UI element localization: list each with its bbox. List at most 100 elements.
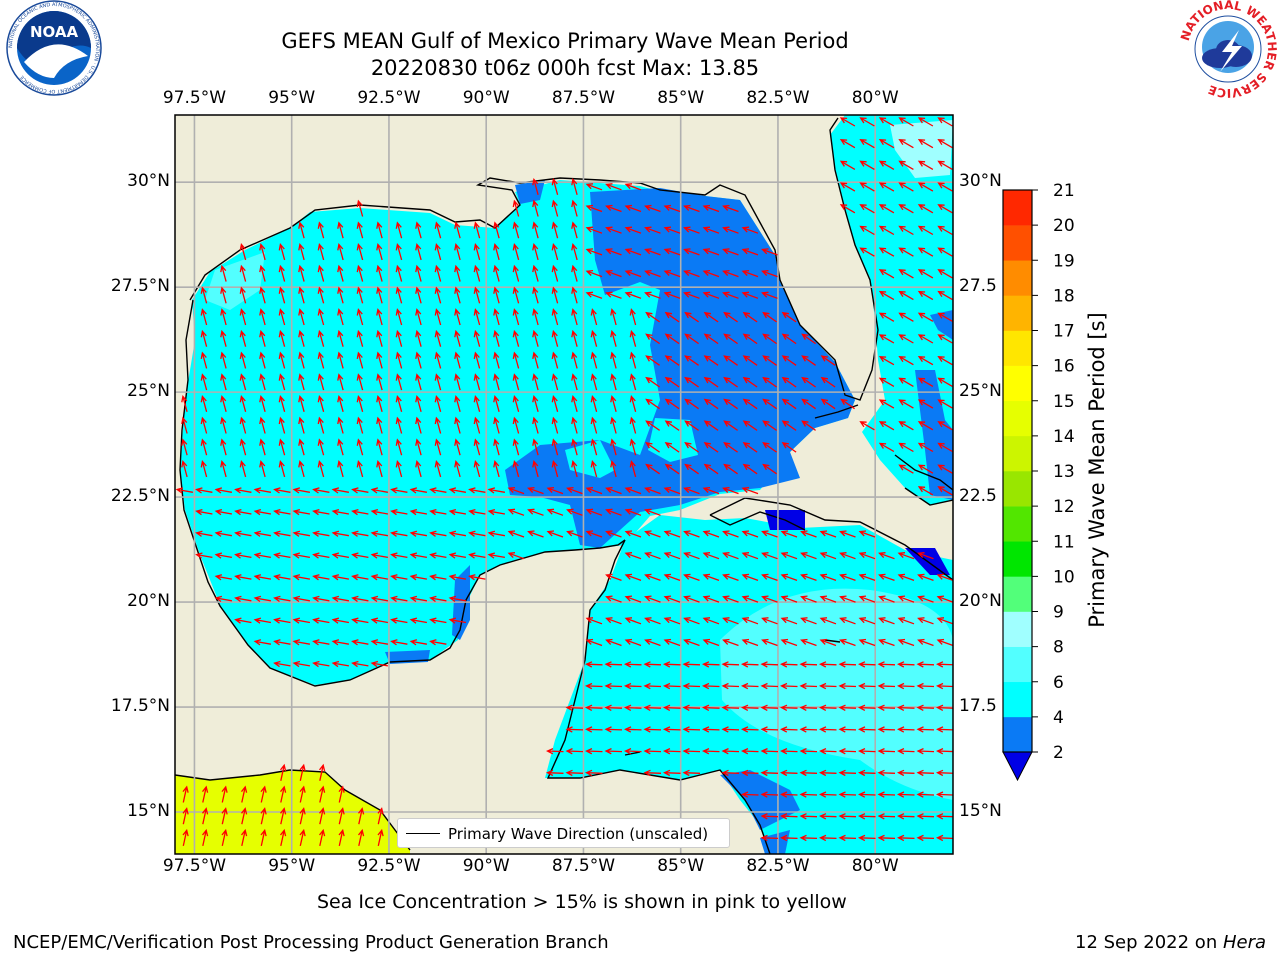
wave-arrow xyxy=(663,486,681,495)
wave-arrow xyxy=(917,182,934,192)
wave-arrow xyxy=(298,438,305,456)
wave-arrow xyxy=(253,508,272,516)
wave-arrow xyxy=(937,160,953,170)
wave-arrow xyxy=(917,595,934,603)
wave-arrow xyxy=(493,308,500,326)
wave-arrow xyxy=(331,487,350,494)
wave-arrow xyxy=(916,704,935,711)
wave-arrow xyxy=(390,617,408,624)
wave-arrow xyxy=(878,355,895,366)
wave-arrow xyxy=(473,243,481,261)
wave-arrow xyxy=(551,351,559,369)
lon-tick-label: 95°W xyxy=(268,88,316,108)
wave-arrow xyxy=(624,748,642,755)
wave-arrow xyxy=(742,398,758,410)
lon-tick-label: 97.5°W xyxy=(162,88,227,108)
wave-arrow xyxy=(663,682,681,690)
wave-arrow xyxy=(507,530,525,538)
wave-arrow xyxy=(897,617,915,625)
wave-arrow xyxy=(273,552,291,559)
wave-arrow xyxy=(877,813,896,820)
wave-arrow xyxy=(337,416,344,434)
wave-arrow xyxy=(858,813,876,820)
wave-arrow xyxy=(318,763,326,781)
wave-arrow xyxy=(937,486,953,496)
wave-arrow xyxy=(819,704,837,711)
wave-arrow xyxy=(454,286,461,304)
wave-arrow xyxy=(684,463,699,475)
wave-arrow xyxy=(409,487,428,494)
wave-arrow xyxy=(898,160,914,170)
wave-arrow xyxy=(220,264,227,282)
wave-arrow xyxy=(937,355,953,366)
wave-arrow xyxy=(234,552,252,559)
wave-arrow xyxy=(448,552,467,559)
wave-arrow xyxy=(571,394,578,412)
wave-arrow xyxy=(741,661,759,668)
wave-arrow xyxy=(819,595,837,603)
wave-arrow xyxy=(434,243,442,261)
wave-arrow xyxy=(239,460,247,478)
lat-tick-label: 20°N xyxy=(127,591,170,612)
wave-arrow xyxy=(644,204,661,213)
wave-arrow xyxy=(838,813,857,820)
wave-arrow xyxy=(200,460,208,478)
wave-arrow xyxy=(200,308,208,326)
wave-arrow xyxy=(527,508,544,516)
lon-tick-label: 85°W xyxy=(657,88,705,108)
wave-arrow xyxy=(644,617,661,625)
wave-arrow xyxy=(761,248,778,256)
wave-arrow xyxy=(839,204,856,214)
lat-tick-label: 22.5°N xyxy=(110,486,170,507)
wave-arrow xyxy=(565,726,584,733)
wave-arrow xyxy=(409,508,428,516)
wave-arrow xyxy=(415,286,422,304)
wave-arrow xyxy=(532,243,539,261)
wave-arrow xyxy=(643,769,662,777)
wave-arrow xyxy=(663,638,681,647)
wave-arrow xyxy=(878,552,895,560)
wave-arrow xyxy=(409,617,428,624)
wave-arrow xyxy=(838,726,857,733)
wave-arrow xyxy=(916,769,935,777)
wave-arrow xyxy=(370,508,389,516)
wave-arrow xyxy=(585,748,603,755)
wave-arrow xyxy=(318,785,326,803)
wave-period-field xyxy=(175,115,953,854)
lon-tick-label: 82.5°W xyxy=(746,856,810,876)
wave-arrow xyxy=(761,617,778,625)
wave-arrow xyxy=(610,394,617,412)
wave-arrow xyxy=(937,377,953,387)
wave-arrow xyxy=(605,248,622,256)
credit-left: NCEP/EMC/Verification Post Processing Pr… xyxy=(13,932,609,953)
wave-arrow xyxy=(664,463,680,475)
wave-arrow xyxy=(936,638,953,647)
wave-arrow xyxy=(877,682,896,690)
wave-arrow xyxy=(629,308,637,326)
wave-arrow xyxy=(702,682,720,690)
wave-arrow xyxy=(448,508,467,516)
wave-arrow xyxy=(702,248,720,256)
wave-arrow xyxy=(493,460,500,478)
wave-arrow xyxy=(370,487,389,494)
wave-arrow xyxy=(760,813,779,820)
wave-arrow xyxy=(585,508,603,516)
wave-arrow xyxy=(820,355,836,366)
wave-arrow xyxy=(234,487,252,494)
sea-ice-note: Sea Ice Concentration > 15% is shown in … xyxy=(317,891,847,913)
wave-arrow xyxy=(434,286,442,304)
wave-arrow xyxy=(551,243,559,261)
wave-arrow xyxy=(878,377,895,387)
wave-arrow xyxy=(376,416,383,434)
wave-arrow xyxy=(532,460,539,478)
wave-arrow xyxy=(370,660,389,668)
wave-arrow xyxy=(415,351,422,369)
wave-arrow xyxy=(590,329,598,347)
wave-arrow xyxy=(312,595,330,603)
wave-arrow xyxy=(473,264,481,282)
wave-arrow xyxy=(897,552,915,560)
wave-arrow xyxy=(551,394,559,412)
wave-arrow xyxy=(897,595,915,603)
wave-arrow xyxy=(702,226,720,234)
